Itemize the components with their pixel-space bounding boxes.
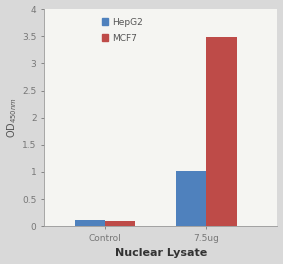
Bar (105, 221, 136, 226)
Y-axis label: OD$_{450nm}$: OD$_{450nm}$ (6, 97, 19, 138)
Bar (75, 220, 105, 226)
Bar (206, 37, 237, 226)
X-axis label: Nuclear Lysate: Nuclear Lysate (115, 248, 207, 258)
Bar (176, 171, 206, 226)
Legend: HepG2, MCF7: HepG2, MCF7 (100, 16, 144, 45)
